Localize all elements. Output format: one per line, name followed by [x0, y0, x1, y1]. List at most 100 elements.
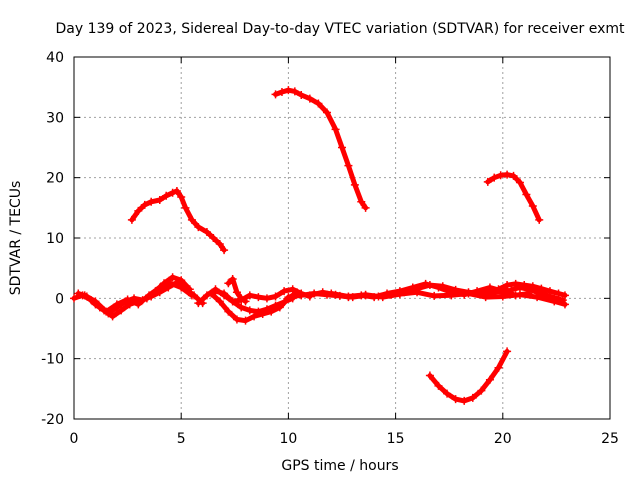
data-point: [451, 395, 460, 404]
y-tick-label: -10: [41, 352, 64, 368]
data-point: [288, 285, 297, 294]
axis-ticks: 0 5 10 15 20 25 -20 -10 0 10 20 30 40: [41, 50, 619, 447]
data-point: [434, 381, 443, 390]
data-point: [134, 206, 143, 215]
data-point: [284, 86, 293, 95]
data-point: [494, 285, 503, 294]
data-point: [284, 293, 293, 302]
data-point: [254, 307, 263, 316]
data-point: [241, 297, 250, 306]
data-point: [541, 290, 550, 299]
data-point: [162, 191, 171, 200]
data-point: [503, 281, 512, 290]
data-point: [322, 108, 331, 117]
data-point: [503, 170, 512, 179]
data-point: [207, 289, 216, 298]
data-point: [344, 161, 353, 170]
chart-title: Day 139 of 2023, Sidereal Day-to-day VTE…: [56, 21, 626, 37]
data-point: [318, 288, 327, 297]
data-point: [395, 290, 404, 299]
data-point: [80, 291, 89, 300]
series-arc-10: [211, 287, 297, 316]
data-point: [558, 296, 567, 305]
series-arc-11: [224, 275, 250, 306]
data-point: [202, 227, 211, 236]
data-point: [481, 293, 490, 302]
x-tick-label: 25: [601, 431, 619, 447]
data-point: [430, 291, 439, 300]
series-arc-1: [127, 186, 229, 255]
x-tick-label: 0: [70, 431, 79, 447]
data-point: [443, 389, 452, 398]
data-point: [134, 300, 143, 309]
series-arc-7: [80, 279, 196, 316]
series-trace: [213, 288, 296, 315]
data-point: [421, 279, 430, 288]
series-arc-16: [498, 283, 567, 305]
data-point: [477, 386, 486, 395]
data-point: [271, 90, 280, 99]
data-point: [155, 283, 164, 292]
data-point: [338, 143, 346, 152]
data-point: [297, 291, 306, 300]
data-point: [277, 87, 286, 96]
y-tick-label: 0: [55, 291, 64, 307]
data-point: [550, 293, 559, 302]
data-point: [271, 301, 280, 310]
data-series: [70, 86, 569, 405]
data-point: [560, 300, 569, 309]
data-point: [112, 300, 121, 309]
data-point: [515, 283, 524, 292]
data-point: [535, 215, 544, 224]
data-point: [211, 287, 220, 296]
data-point: [290, 87, 299, 96]
data-point: [254, 293, 263, 302]
data-point: [168, 273, 177, 282]
data-point: [413, 288, 422, 297]
y-tick-label: 10: [46, 231, 64, 247]
data-point: [509, 171, 518, 180]
data-point: [350, 180, 359, 189]
data-point: [280, 297, 289, 306]
data-point: [177, 276, 186, 285]
data-point: [232, 288, 241, 297]
data-point: [305, 291, 314, 300]
x-tick-label: 5: [177, 431, 186, 447]
data-point: [357, 197, 366, 206]
data-point: [464, 289, 473, 298]
data-point: [250, 312, 259, 321]
data-point: [498, 289, 507, 298]
data-point: [460, 396, 469, 405]
data-point: [533, 288, 542, 297]
data-point: [297, 91, 306, 100]
data-point: [177, 283, 186, 292]
data-point: [524, 285, 533, 294]
data-point: [187, 291, 196, 300]
data-point: [147, 197, 156, 206]
x-tick-label: 10: [279, 431, 297, 447]
data-point: [220, 289, 229, 298]
data-point: [172, 186, 181, 195]
data-point: [177, 192, 186, 201]
data-point: [215, 240, 224, 249]
data-point: [194, 299, 203, 308]
data-point: [220, 246, 229, 255]
data-point: [483, 177, 492, 186]
data-point: [378, 293, 387, 302]
x-axis-label: GPS time / hours: [281, 458, 398, 474]
data-point: [228, 297, 237, 306]
data-point: [327, 289, 336, 298]
data-point: [140, 200, 149, 209]
data-point: [127, 215, 136, 224]
data-point: [228, 275, 237, 284]
data-point: [528, 202, 537, 211]
data-point: [485, 283, 494, 292]
data-point: [468, 393, 477, 402]
data-point: [168, 188, 177, 197]
data-point: [117, 306, 126, 315]
data-point: [408, 283, 417, 292]
y-axis-label: SDTVAR / TECUs: [8, 181, 24, 296]
data-point: [224, 307, 233, 316]
